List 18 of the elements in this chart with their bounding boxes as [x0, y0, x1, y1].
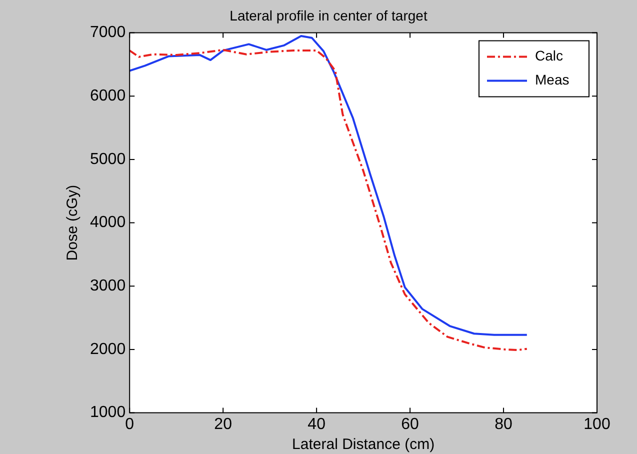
- legend-label: Calc: [535, 48, 564, 64]
- y-tick-label: 4000: [90, 214, 126, 232]
- x-tick-label: 100: [584, 416, 610, 433]
- chart-title: Lateral profile in center of target: [230, 7, 428, 24]
- legend-label: Meas: [535, 72, 570, 88]
- x-tick-label: 40: [308, 416, 326, 433]
- y-tick-label: 7000: [90, 24, 126, 42]
- x-axis-title: Lateral Distance (cm): [292, 436, 435, 454]
- x-tick-label: 80: [494, 416, 513, 433]
- y-tick-label: 1000: [90, 404, 126, 422]
- x-tick-label: 0: [125, 416, 134, 433]
- y-tick-label: 2000: [90, 340, 126, 358]
- y-tick-label: 5000: [90, 150, 126, 168]
- x-tick-label: 20: [214, 416, 232, 433]
- y-tick-label: 6000: [90, 88, 126, 105]
- y-tick-label: 3000: [90, 278, 126, 295]
- y-axis-title: Dose (cGy): [64, 184, 82, 261]
- x-tick-label: 60: [401, 416, 420, 433]
